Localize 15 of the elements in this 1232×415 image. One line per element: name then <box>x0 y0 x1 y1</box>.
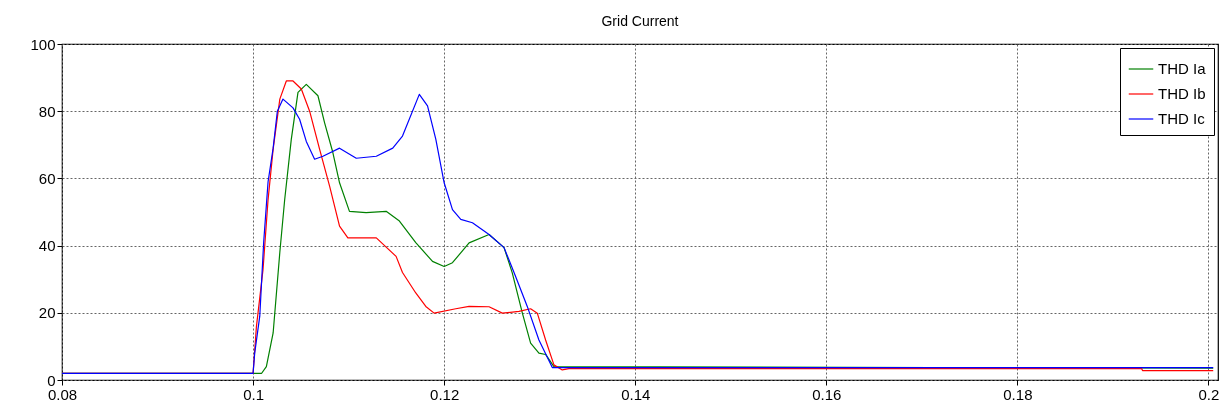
y-tick-label: 40 <box>38 237 56 255</box>
x-tick-label: 0.16 <box>812 385 842 403</box>
x-tick-label: 0.18 <box>1003 385 1033 403</box>
y-tick-label: 20 <box>38 304 56 322</box>
chart-title: Grid Current <box>601 13 679 29</box>
x-tick-label: 0.14 <box>621 385 651 403</box>
legend-label: THD Ic <box>1158 110 1206 127</box>
x-tick-label: 0.2 <box>1198 385 1220 403</box>
y-tick-label: 100 <box>30 35 56 53</box>
y-tick-label: 60 <box>38 169 56 187</box>
legend-label: THD Ib <box>1158 85 1206 102</box>
x-tick-label: 0.12 <box>430 385 460 403</box>
y-tick-label: 80 <box>38 102 56 120</box>
x-tick-label: 0.1 <box>243 385 264 403</box>
legend-label: THD Ia <box>1158 60 1207 77</box>
